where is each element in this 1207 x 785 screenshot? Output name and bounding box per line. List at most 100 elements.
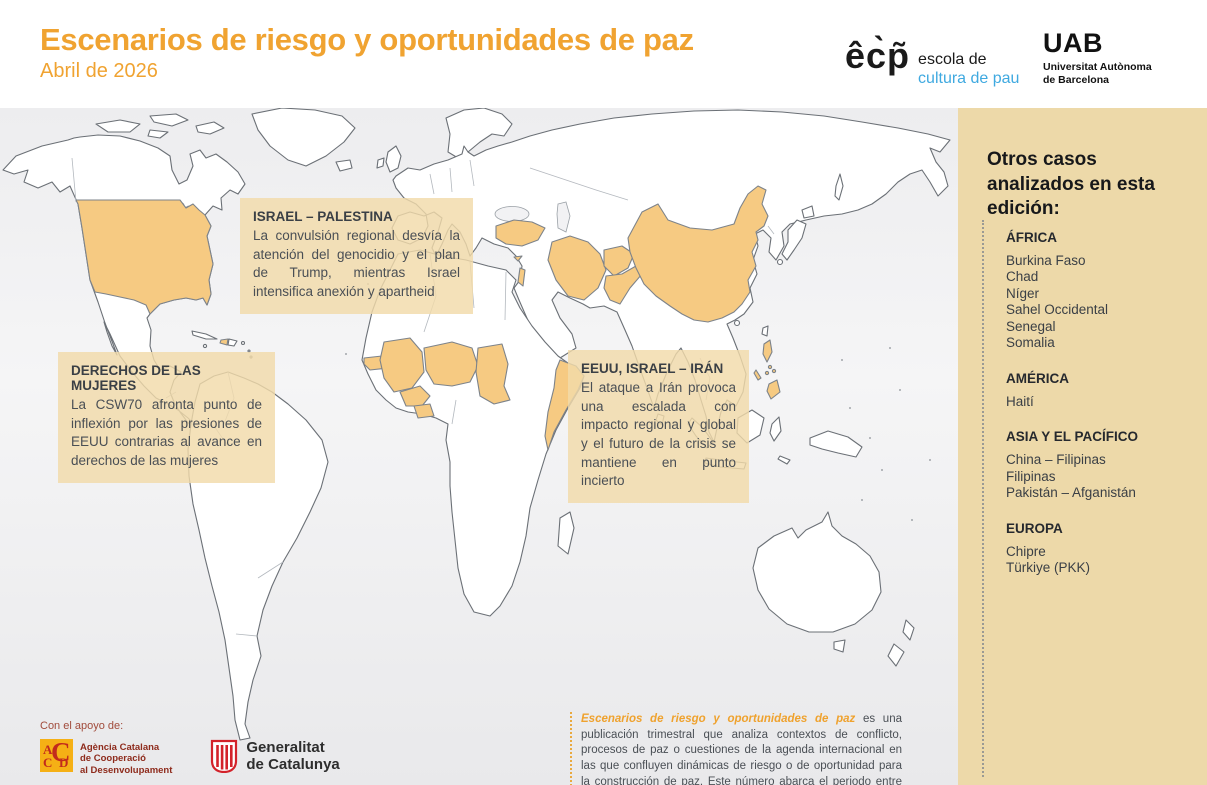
map-country-niger-highlight xyxy=(423,341,479,387)
map-island-speck xyxy=(861,499,863,501)
map-sakhalin xyxy=(834,173,844,201)
sidebar: Otros casos analizados en esta edición: … xyxy=(958,108,1207,785)
header: Escenarios de riesgo y oportunidades de … xyxy=(0,0,1207,108)
case-item: Senegal xyxy=(1006,318,1056,334)
map-cuba xyxy=(191,330,218,340)
map-country-israel-highlight xyxy=(517,267,526,287)
map-country-chad-highlight xyxy=(475,343,511,405)
callout-body: La CSW70 afronta punto de inflexión por … xyxy=(71,397,262,468)
map-country-turkey-highlight xyxy=(495,219,546,247)
sidebar-section-europa: EUROPA Chipre Türkiye (PKK) xyxy=(1006,521,1192,577)
map-japan xyxy=(781,205,815,261)
map-black-sea xyxy=(494,206,530,222)
uab-logo-acronym: UAB xyxy=(1043,28,1103,58)
map-country-philippines-highlight xyxy=(766,379,781,400)
map-kyushu xyxy=(776,258,784,266)
callout-israel-palestina: ISRAEL – PALESTINA La convulsión regiona… xyxy=(240,198,473,314)
case-item: Filipinas xyxy=(1006,468,1056,484)
page-title: Escenarios de riesgo y oportunidades de … xyxy=(40,22,694,57)
map-island xyxy=(240,340,246,346)
map-island-speck xyxy=(881,469,883,471)
region-header: AMÉRICA xyxy=(1006,370,1069,386)
sidebar-section-africa: ÁFRICA Burkina Faso Chad Níger Sahel Occ… xyxy=(1006,230,1192,352)
supporters-block: Con el apoyo de: A C C D Agència Catalan… xyxy=(40,720,340,776)
supporters-label: Con el apoyo de: xyxy=(40,720,124,732)
map-island-speck xyxy=(266,748,268,750)
map-island-speck xyxy=(929,459,931,461)
callout-body: El ataque a Irán provoca una escalada co… xyxy=(581,380,736,489)
about-publication-title: Escenarios de riesgo y oportunidades de … xyxy=(581,713,856,725)
map-island-speck xyxy=(911,519,913,521)
map-island-speck xyxy=(869,437,871,439)
sidebar-section-asia-pacifico: ASIA Y EL PACÍFICO China – Filipinas Fil… xyxy=(1006,429,1192,501)
map-madagascar xyxy=(557,511,575,555)
case-item: Pakistán – Afganistán xyxy=(1006,485,1136,501)
map-country-afghanistan-highlight xyxy=(603,245,635,277)
map-sulawesi xyxy=(769,416,782,442)
ecp-logo-line2: cultura de pau xyxy=(918,70,1020,88)
case-item: Burkina Faso xyxy=(1006,253,1086,268)
map-australia xyxy=(752,511,882,633)
map-island-speck xyxy=(899,389,901,391)
uab-logo-line1: Universitat Autònoma xyxy=(1043,61,1152,73)
map-greenland xyxy=(251,108,356,167)
callout-eeuu-israel-iran: EEUU, ISRAEL – IRÁN El ataque a Irán pro… xyxy=(568,350,749,503)
map-country-iran-highlight xyxy=(547,235,607,301)
map-island-speck xyxy=(889,347,891,349)
map-island-speck xyxy=(260,746,264,750)
callout-title: DERECHOS DE LAS MUJERES xyxy=(71,363,201,393)
uab-logo: UAB Universitat Autònoma de Barcelona xyxy=(1043,30,1152,87)
case-item: Somalia xyxy=(1006,335,1055,351)
callout-title: ISRAEL – PALESTINA xyxy=(253,209,393,224)
map-iceland xyxy=(335,159,353,172)
page-subtitle: Abril de 2026 xyxy=(40,60,158,82)
map-new-guinea xyxy=(809,430,863,458)
region-header: ASIA Y EL PACÍFICO xyxy=(1006,429,1139,445)
map-landmass-africa xyxy=(361,249,585,617)
accd-logo: A C C D Agència Catalana de Cooperació a… xyxy=(40,737,173,776)
map-country-china-highlight xyxy=(627,185,769,323)
sidebar-section-america: AMÉRICA Haití xyxy=(1006,371,1192,410)
region-header: ÁFRICA xyxy=(1006,230,1057,245)
case-item: Níger xyxy=(1006,285,1040,301)
map-country-philippines-highlight xyxy=(764,370,770,376)
map-arctic-islands xyxy=(95,113,225,139)
ecp-logo: êc̀p̃ escola de cultura de pau xyxy=(845,38,1019,88)
case-item: Haití xyxy=(1006,393,1034,409)
map-tasmania xyxy=(833,639,846,653)
case-item: Chipre xyxy=(1006,543,1046,559)
case-item: China – Filipinas xyxy=(1006,452,1106,468)
generalitat-senyera-icon xyxy=(211,740,238,774)
map-new-zealand xyxy=(887,619,915,667)
map-taiwan xyxy=(761,325,769,337)
sidebar-heading: Otros casos analizados en esta edición: xyxy=(987,149,1155,220)
map-country-philippines-highlight xyxy=(753,369,762,381)
sidebar-case-list: ÁFRICA Burkina Faso Chad Níger Sahel Occ… xyxy=(982,220,1192,777)
map-scandinavia xyxy=(445,108,513,159)
ecp-logo-line1: escola de xyxy=(918,51,987,68)
accd-logo-icon: A C C D xyxy=(40,737,73,772)
world-map-svg xyxy=(2,108,951,750)
accd-name-line2: de Cooperació xyxy=(80,753,146,765)
region-header: EUROPA xyxy=(1006,520,1063,536)
map-country-philippines-highlight xyxy=(771,368,777,374)
map-island xyxy=(202,343,208,349)
map-country-ghana-highlight xyxy=(413,403,435,419)
map-caspian-sea xyxy=(556,201,571,233)
ecp-logo-acronym: êc̀p̃ xyxy=(845,35,911,76)
accd-name-line3: al Desenvolupament xyxy=(80,764,173,776)
generalitat-name-line1: Generalitat xyxy=(246,739,325,756)
map-country-philippines-highlight xyxy=(767,364,773,370)
accd-name-line1: Agència Catalana xyxy=(80,742,160,753)
callout-body: La convulsión regional desvía la atenció… xyxy=(253,228,460,299)
callout-title: EEUU, ISRAEL – IRÁN xyxy=(581,361,724,376)
map-island-speck xyxy=(841,359,843,361)
map-island-speck xyxy=(849,407,851,409)
map-island-speck xyxy=(345,353,347,355)
map-uk xyxy=(385,145,402,173)
map-country-cyprus-highlight xyxy=(513,255,523,262)
world-map: ISRAEL – PALESTINA La convulsión regiona… xyxy=(0,108,958,785)
case-item: Chad xyxy=(1006,269,1039,285)
map-country-usa-highlight xyxy=(75,199,214,315)
